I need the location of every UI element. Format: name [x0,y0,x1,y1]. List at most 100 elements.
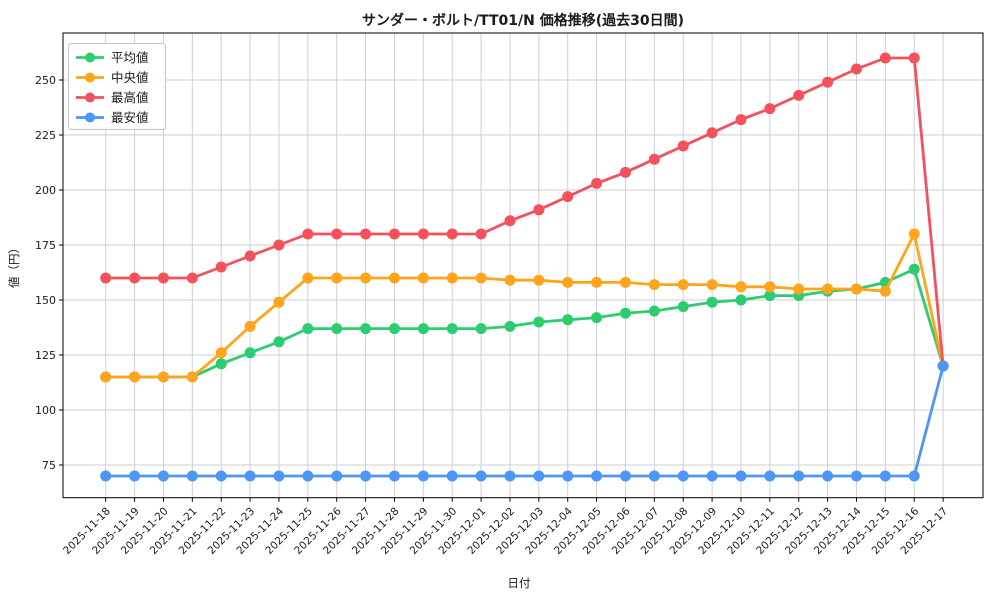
y-tick-label: 250 [35,74,56,87]
data-point [215,358,227,370]
legend-marker-dot [85,112,95,123]
data-point [706,279,718,291]
data-point [388,323,400,335]
data-point [446,323,458,335]
data-point [215,470,227,482]
data-point [591,276,603,288]
data-point [331,470,343,482]
data-point [302,323,314,335]
data-point [850,63,862,75]
data-point [331,272,343,284]
data-point [504,320,516,332]
data-point [186,470,198,482]
data-point [793,89,805,101]
series-line [105,267,945,379]
data-point [360,470,372,482]
data-point [186,371,198,383]
data-point [157,272,169,284]
y-tick-label: 150 [35,294,56,307]
data-point [417,323,429,335]
data-point [157,470,169,482]
gridlines [63,33,983,498]
data-point [504,274,516,286]
data-point [879,470,891,482]
data-point [388,228,400,240]
data-point [764,470,776,482]
data-point [677,279,689,291]
data-point [677,301,689,313]
data-point [533,316,545,328]
data-point [764,103,776,115]
legend-marker-dot [85,52,95,63]
data-point [360,272,372,284]
data-point [475,228,487,240]
y-tick-label: 100 [35,404,56,417]
x-axis-title: 日付 [508,576,531,590]
data-point [475,272,487,284]
series-line [105,56,945,367]
y-tick-label: 125 [35,349,56,362]
data-point [446,228,458,240]
data-point [822,76,834,88]
legend-label: 最安値 [111,110,149,125]
y-tick-label: 75 [42,459,56,472]
series-line [105,365,945,478]
data-point [504,215,516,227]
data-point [648,279,660,291]
data-point [793,470,805,482]
legend-label: 中央値 [111,70,149,85]
data-point [764,290,776,302]
data-point [706,470,718,482]
data-point [446,470,458,482]
data-point [850,283,862,295]
data-point [562,314,574,326]
series-中央値 [100,228,949,383]
data-point [533,470,545,482]
legend-marker-dot [85,72,95,83]
data-point [591,312,603,324]
data-point [129,371,141,383]
data-point [244,320,256,332]
data-point [908,228,920,240]
data-point [388,272,400,284]
data-point [417,470,429,482]
plot-area: 2025-11-182025-11-192025-11-202025-11-21… [35,32,984,557]
data-point [677,470,689,482]
data-point [100,272,112,284]
data-point [619,470,631,482]
plot-frame [62,32,984,499]
data-point [735,294,747,306]
series-最高値 [100,52,949,372]
data-point [533,204,545,216]
data-point [908,263,920,275]
data-point [129,272,141,284]
data-point [648,470,660,482]
data-point [100,371,112,383]
data-point [591,177,603,189]
data-point [533,274,545,286]
data-point [302,272,314,284]
series-最安値 [100,360,949,482]
legend-label: 平均値 [111,50,149,65]
data-point [591,470,603,482]
data-point [879,52,891,64]
data-point [735,281,747,293]
data-point [793,283,805,295]
data-point [417,228,429,240]
data-point [879,285,891,297]
data-point [215,261,227,273]
data-point [619,276,631,288]
data-point [157,371,169,383]
data-point [244,470,256,482]
data-point [475,323,487,335]
data-point [764,281,776,293]
data-point [619,307,631,319]
data-point [302,470,314,482]
data-point [388,470,400,482]
data-point [446,272,458,284]
data-point [648,153,660,165]
y-tick-label: 200 [35,184,56,197]
x-axis: 2025-11-182025-11-192025-11-202025-11-21… [61,497,950,557]
